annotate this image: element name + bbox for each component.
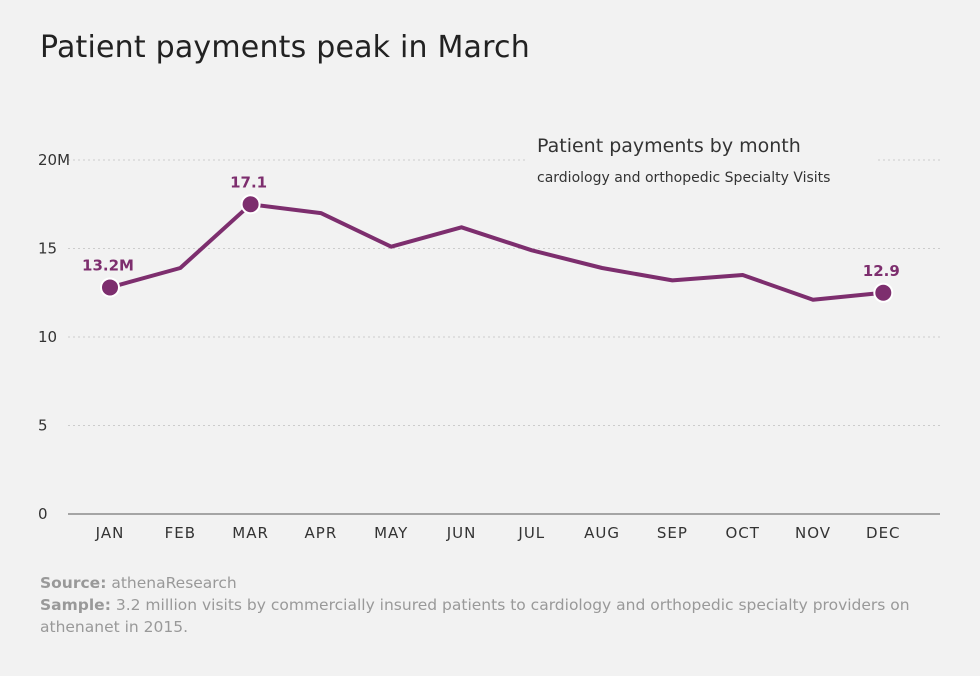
- sample-text: 3.2 million visits by commercially insur…: [40, 596, 910, 636]
- data-point: [240, 194, 261, 215]
- y-tick-label: 0: [38, 505, 48, 523]
- x-axis-ticks: JAN FEB MAR APR MAY JUN JUL AUG SEP OCT NOV DEC: [95, 524, 901, 542]
- x-tick-label: MAR: [232, 524, 269, 542]
- sample-label: Sample:: [40, 596, 111, 614]
- chart-footer: Source: athenaResearch Sample: 3.2 milli…: [40, 572, 950, 638]
- y-tick-label: 5: [38, 417, 48, 435]
- data-point: [100, 277, 120, 298]
- y-axis-ticks: 0 5 10 15 20M: [38, 151, 70, 523]
- x-tick-label: JUN: [446, 524, 477, 542]
- series-line: [108, 202, 886, 302]
- x-tick-label: FEB: [165, 524, 196, 542]
- x-tick-label: DEC: [866, 524, 901, 542]
- y-tick-label: 15: [38, 240, 57, 258]
- gridlines: [68, 159, 940, 426]
- source-label: Source:: [40, 574, 107, 592]
- source-line: Source: athenaResearch: [40, 572, 950, 594]
- data-point: [873, 282, 894, 303]
- legend-subtitle: cardiology and orthopedic Specialty Visi…: [537, 170, 830, 186]
- x-tick-label: APR: [305, 524, 338, 542]
- x-tick-label: JUL: [517, 524, 545, 542]
- source-text: athenaResearch: [111, 574, 237, 592]
- sample-line: Sample: 3.2 million visits by commercial…: [40, 594, 950, 638]
- x-tick-label: MAY: [374, 524, 408, 542]
- y-tick-label: 10: [38, 328, 57, 346]
- data-label: 12.9: [863, 262, 900, 280]
- x-tick-label: SEP: [657, 524, 688, 542]
- legend-background: [528, 128, 878, 192]
- data-label: 17.1: [230, 173, 267, 191]
- x-tick-label: JAN: [95, 524, 125, 542]
- x-tick-label: OCT: [725, 524, 759, 542]
- chart-title: Patient payments peak in March: [40, 30, 530, 65]
- highlight-points: [100, 194, 894, 303]
- data-labels: 13.2M 17.1 12.9: [82, 173, 900, 280]
- legend-title: Patient payments by month: [537, 135, 801, 157]
- y-tick-label: 20M: [38, 151, 70, 169]
- x-tick-label: NOV: [795, 524, 831, 542]
- x-tick-label: AUG: [584, 524, 620, 542]
- data-label: 13.2M: [82, 256, 134, 274]
